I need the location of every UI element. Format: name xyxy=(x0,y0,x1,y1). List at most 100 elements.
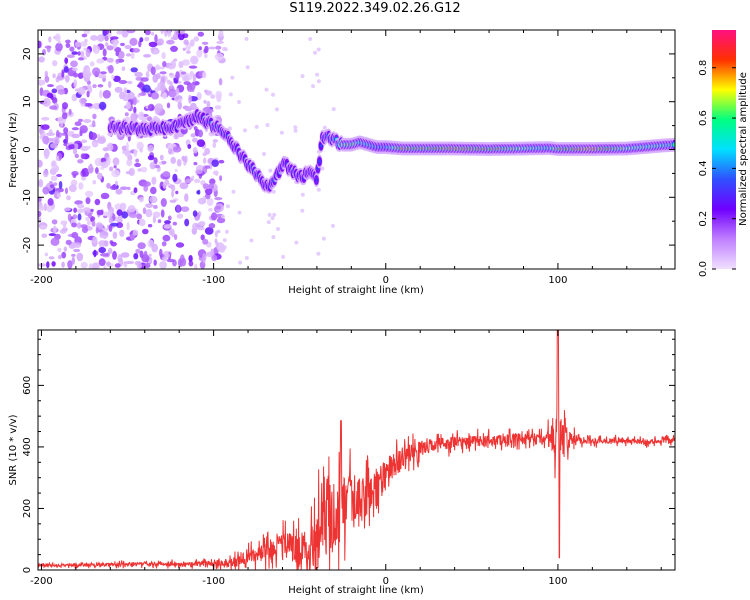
noise-cell xyxy=(144,36,150,42)
noise-cell xyxy=(264,87,269,92)
noise-cell xyxy=(97,172,103,180)
noise-cell xyxy=(172,146,182,153)
noise-cell xyxy=(107,81,112,88)
x-tick-label: -200 xyxy=(30,576,53,587)
noise-cell xyxy=(147,144,154,152)
noise-cell xyxy=(52,60,58,67)
noise-cell xyxy=(192,210,198,217)
noise-cell xyxy=(105,42,109,47)
noise-cell xyxy=(94,198,101,206)
snr-frame xyxy=(37,329,676,571)
noise-cell xyxy=(162,92,168,100)
noise-cell xyxy=(106,182,111,189)
noise-cell xyxy=(48,36,52,43)
spectrogram-ylabel: Frequency (Hz) xyxy=(8,112,19,188)
noise-cell xyxy=(72,148,78,155)
noise-cell xyxy=(38,56,45,63)
noise-cell xyxy=(96,34,105,42)
noise-cell xyxy=(80,139,88,144)
noise-cell xyxy=(313,50,317,55)
noise-cell xyxy=(68,144,77,150)
noise-cell xyxy=(205,165,211,169)
noise-cell xyxy=(109,222,119,227)
noise-cell xyxy=(48,233,57,237)
noise-cell xyxy=(231,189,236,194)
noise-cell xyxy=(91,262,100,269)
noise-cell xyxy=(85,48,91,58)
noise-cell xyxy=(316,187,321,192)
noise-cell xyxy=(112,40,118,49)
noise-cell xyxy=(188,65,198,69)
noise-cell xyxy=(84,38,88,43)
noise-cell xyxy=(183,81,191,85)
noise-cell xyxy=(68,108,72,116)
noise-cell xyxy=(300,192,305,197)
noise-cell xyxy=(145,208,153,218)
noise-cell xyxy=(85,190,94,198)
noise-cell xyxy=(63,66,69,73)
noise-cell xyxy=(42,186,50,195)
noise-cell xyxy=(44,75,50,83)
noise-cell xyxy=(125,142,129,151)
noise-cell xyxy=(103,240,109,247)
noise-cell xyxy=(127,80,133,85)
noise-cell xyxy=(142,84,151,93)
noise-cell xyxy=(119,202,127,211)
y-tick-label: 200 xyxy=(22,499,33,518)
noise-cell xyxy=(120,42,125,47)
noise-cell xyxy=(206,100,211,109)
noise-cell xyxy=(142,263,151,268)
noise-cell xyxy=(42,49,46,56)
noise-cell xyxy=(71,256,76,265)
noise-cell xyxy=(74,121,82,126)
noise-cell xyxy=(111,74,115,80)
noise-cell xyxy=(38,205,45,211)
noise-cell xyxy=(139,37,144,43)
noise-cell xyxy=(212,139,219,143)
noise-cell xyxy=(93,249,97,258)
noise-cell xyxy=(92,103,101,110)
noise-cell xyxy=(108,217,114,224)
noise-cell xyxy=(57,247,62,253)
noise-cell xyxy=(148,253,152,257)
spectrogram-xlabel: Height of straight line (km) xyxy=(288,285,424,296)
noise-cell xyxy=(184,107,193,112)
noise-cell xyxy=(47,84,54,88)
noise-cell xyxy=(108,64,114,74)
noise-cell xyxy=(206,198,214,206)
noise-cell xyxy=(110,241,117,247)
noise-cell xyxy=(157,219,162,224)
noise-cell xyxy=(172,221,177,226)
noise-cell xyxy=(107,210,113,219)
noise-cell xyxy=(89,61,95,67)
noise-cell xyxy=(104,35,109,42)
x-tick-label: 100 xyxy=(548,275,567,286)
noise-cell xyxy=(166,39,175,45)
noise-cell xyxy=(77,72,84,79)
noise-cell xyxy=(197,31,204,37)
noise-cell xyxy=(110,263,114,267)
snr-line-plot xyxy=(38,330,675,570)
noise-cell xyxy=(86,90,90,98)
noise-cell xyxy=(102,48,107,57)
noise-cell xyxy=(62,223,67,230)
noise-cell xyxy=(135,248,141,254)
noise-cell xyxy=(166,79,172,85)
noise-cell xyxy=(132,97,137,106)
noise-cell xyxy=(188,94,192,104)
noise-cell xyxy=(51,261,56,267)
noise-cell xyxy=(38,79,46,86)
noise-cell xyxy=(153,259,157,266)
noise-cell xyxy=(79,41,88,47)
noise-cell xyxy=(78,118,83,122)
noise-cell xyxy=(97,84,104,88)
noise-cell xyxy=(38,159,43,168)
noise-cell xyxy=(41,116,50,121)
noise-cell xyxy=(204,227,214,235)
noise-cell xyxy=(281,254,286,259)
noise-cell xyxy=(204,193,211,200)
noise-cell xyxy=(187,144,192,149)
noise-cell xyxy=(82,70,92,78)
noise-cell xyxy=(177,101,183,110)
noise-cell xyxy=(193,126,198,131)
